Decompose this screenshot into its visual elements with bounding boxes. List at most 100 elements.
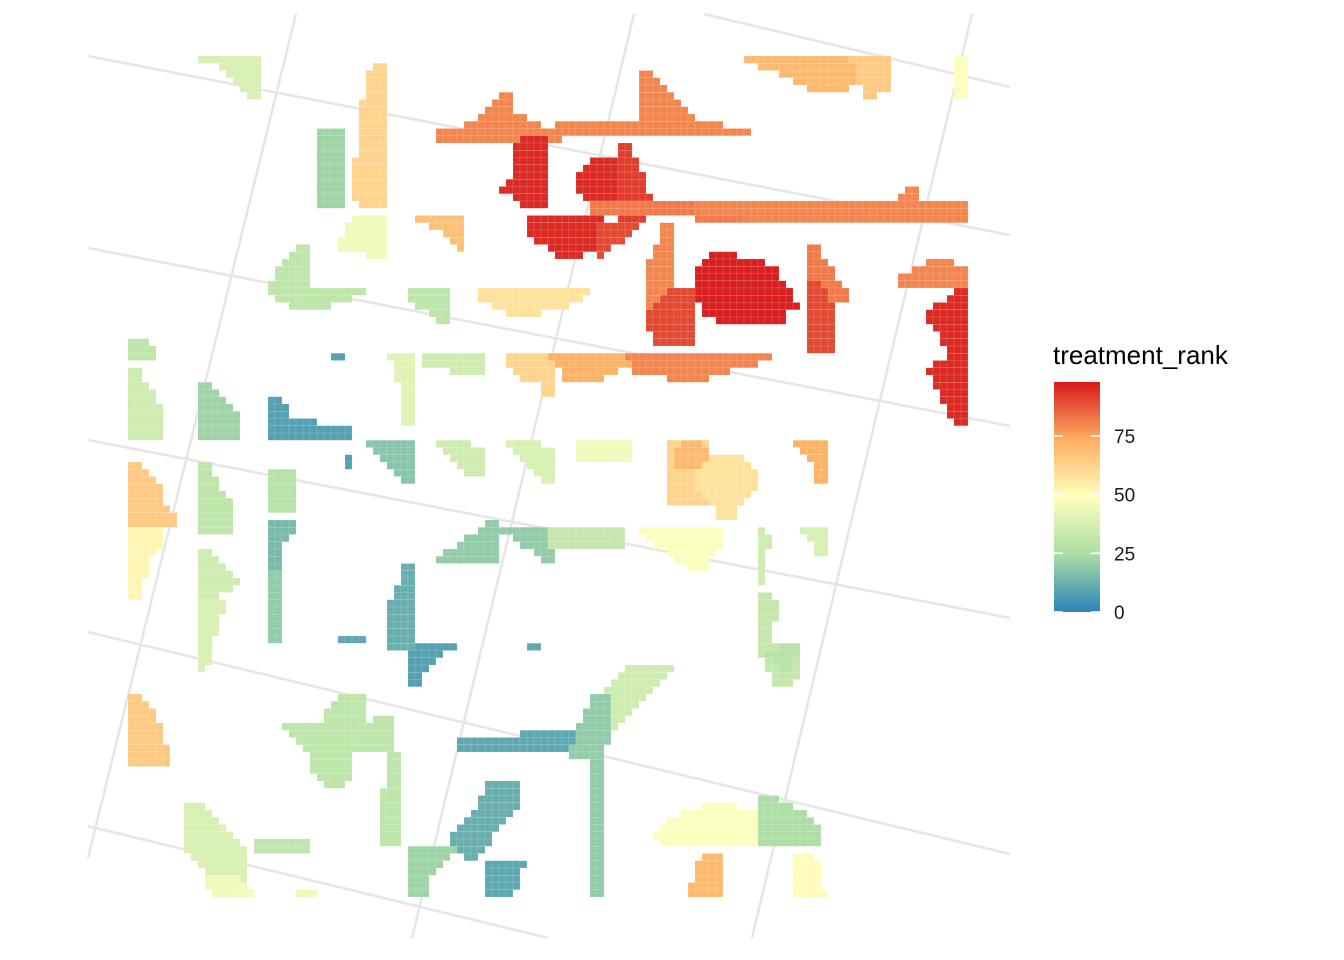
patch-C9 [897,258,969,289]
heatmap-cell [393,635,402,644]
heatmap-cell [687,367,696,376]
heatmap-cell [575,121,584,129]
heatmap-cell [498,527,507,535]
heatmap-cell [477,809,486,818]
heatmap-cell [463,846,472,854]
heatmap-cell [785,672,794,680]
heatmap-cell [603,527,612,535]
heatmap-cell [505,113,514,122]
heatmap-cell [197,505,206,513]
heatmap-cell [806,77,815,86]
heatmap-cell [470,360,479,368]
heatmap-cell [540,389,549,397]
heatmap-cell [820,309,829,318]
heatmap-cell [708,200,717,209]
heatmap-cell [932,215,941,223]
heatmap-cell [764,838,773,847]
heatmap-cell [435,853,444,861]
heatmap-cell [771,215,780,223]
heatmap-cell [316,744,325,753]
heatmap-cell [722,258,731,267]
heatmap-cell [386,773,395,782]
heatmap-cell [428,215,437,223]
heatmap-cell [701,483,710,492]
heatmap-cell [680,338,689,347]
heatmap-cell [134,556,143,564]
heatmap-cell [617,701,626,709]
heatmap-cell [554,229,563,238]
heatmap-cell [288,418,297,426]
heatmap-cell [274,273,283,281]
heatmap-cell [526,229,535,238]
heatmap-cell [932,273,941,281]
heatmap-cell [708,121,717,129]
patch-D2 [407,287,451,325]
heatmap-cell [141,708,150,716]
heatmap-cell [589,693,598,702]
patch-E1 [127,338,157,361]
heatmap-cell [764,643,773,651]
heatmap-cell [365,730,374,738]
heatmap-cell [281,722,290,731]
heatmap-cell [379,106,388,115]
heatmap-cell [757,838,766,847]
heatmap-cell [708,541,717,550]
heatmap-cell [358,708,367,716]
heatmap-cell [197,664,206,673]
heatmap-cell [624,708,633,716]
heatmap-cell [652,316,661,325]
heatmap-cell [764,802,773,811]
heatmap-cell [617,150,626,158]
heatmap-cell [806,302,815,310]
heatmap-cell [526,309,535,318]
heatmap-cell [932,324,941,332]
heatmap-cell [463,360,472,368]
heatmap-cell [141,512,150,521]
heatmap-cell [869,63,878,71]
heatmap-cell [785,838,794,847]
heatmap-cell [449,454,458,463]
heatmap-cell [323,179,332,187]
heatmap-cell [407,664,416,673]
heatmap-cell [463,454,472,463]
heatmap-cell [330,186,339,194]
heatmap-cell [771,838,780,847]
heatmap-cell [533,744,542,753]
heatmap-cell [393,795,402,803]
heatmap-cell [806,70,815,78]
heatmap-cell [652,672,661,680]
heatmap-cell [211,483,220,492]
heatmap-cell [876,55,885,64]
heatmap-cell [428,222,437,231]
heatmap-cell [666,367,675,376]
heatmap-cell [484,135,493,144]
heatmap-cell [365,99,374,107]
heatmap-cell [806,331,815,339]
heatmap-cell [519,309,528,318]
heatmap-cell [218,889,227,898]
patch-K5 [792,853,829,898]
heatmap-cell [722,215,731,223]
heatmap-cell [582,454,591,463]
heatmap-cell [652,99,661,107]
heatmap-cell [729,454,738,463]
heatmap-cell [771,309,780,318]
heatmap-cell [498,737,507,745]
heatmap-cell [701,563,710,571]
heatmap-cell [897,273,906,281]
heatmap-cell [757,302,766,310]
heatmap-cell [631,222,640,231]
heatmap-cell [274,541,283,550]
heatmap-cell [526,534,535,542]
heatmap-cell [267,280,276,289]
heatmap-cell [715,251,724,260]
heatmap-cell [904,193,913,202]
heatmap-cell [687,316,696,325]
heatmap-cell [666,280,675,289]
heatmap-cell [407,287,416,296]
heatmap-cell [645,273,654,281]
heatmap-cell [645,534,654,542]
heatmap-cell [134,505,143,513]
heatmap-cell [883,77,892,86]
heatmap-cell [540,454,549,463]
